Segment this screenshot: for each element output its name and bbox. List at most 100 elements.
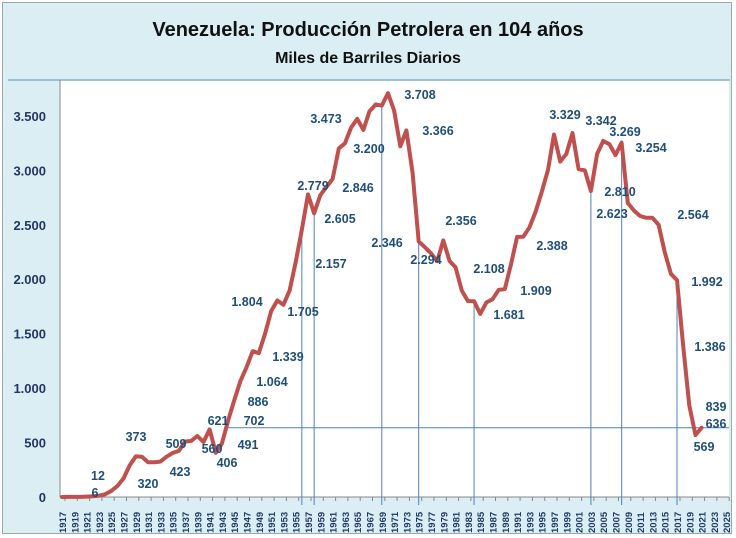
x-tick-label: 1953 [279,512,290,533]
data-point [276,300,278,302]
x-tick-label: 1987 [489,512,500,533]
data-label: 560 [202,442,223,456]
data-point [682,345,684,347]
data-point [159,461,161,463]
data-point [110,490,112,492]
data-point [602,140,604,142]
x-tick-label: 2007 [612,512,623,533]
data-point [455,266,457,268]
data-point [319,194,321,196]
x-tick-label: 1977 [427,512,438,533]
data-point [473,300,475,302]
data-point [430,252,432,254]
data-label: 3.708 [404,88,435,102]
x-tick-label: 1925 [107,511,118,533]
x-tick-label: 1947 [243,512,254,533]
data-label: 1.804 [231,295,262,309]
title-box: Venezuela: Producción Petrolera en 104 a… [3,3,733,79]
data-point [332,178,334,180]
x-tick-label: 1917 [58,512,69,533]
data-label: 1.992 [691,275,722,289]
data-point [504,288,506,290]
data-point [448,260,450,262]
data-point [701,427,703,429]
data-point [362,129,364,131]
data-point [547,169,549,171]
data-point [633,210,635,212]
data-point [461,290,463,292]
data-point [412,172,414,174]
x-tick-label: 1921 [83,511,94,533]
x-tick-label: 1971 [390,511,401,533]
data-label: 702 [244,414,265,428]
x-tick-label: 2017 [673,512,684,533]
data-point [621,142,623,144]
x-tick-label: 1979 [439,512,450,533]
data-point [590,190,592,192]
data-point [264,333,266,335]
data-point [129,464,131,466]
data-point [301,228,303,230]
data-label: 2.779 [297,179,328,193]
x-tick-label: 1933 [156,512,167,533]
data-label: 886 [248,395,269,409]
data-point [399,145,401,147]
data-point [196,435,198,437]
data-point [282,304,284,306]
data-point [664,251,666,253]
data-label: 2.108 [473,262,504,276]
data-point [86,496,88,498]
x-tick-label: 2003 [587,512,598,533]
data-label: 636 [706,417,727,431]
data-point [608,143,610,145]
data-point [61,496,63,498]
data-label: 2.294 [410,253,441,267]
data-point [172,452,174,454]
x-tick-label: 1923 [95,512,106,533]
x-tick-label: 1955 [292,511,303,533]
data-point [289,290,291,292]
x-tick-label: 1973 [402,512,413,533]
y-tick-label: 500 [24,436,46,451]
data-point [387,92,389,94]
x-tick-label: 2013 [648,512,659,533]
x-tick-label: 1957 [304,512,315,533]
data-point [153,461,155,463]
data-point [221,443,223,445]
x-tick-label: 2025 [722,511,733,533]
data-label: 320 [138,477,159,491]
data-label: 2.564 [677,208,708,222]
x-tick-label: 1999 [562,512,573,533]
data-point [202,441,204,443]
data-point [479,313,481,315]
y-tick-label: 1.500 [13,327,46,342]
x-tick-label: 1963 [341,512,352,533]
x-tick-label: 2009 [624,512,635,533]
data-point [498,289,500,291]
data-label: 2.346 [371,236,402,250]
data-point [123,477,124,479]
y-tick-label: 1.000 [13,381,46,396]
data-point [190,440,192,442]
data-point [227,420,229,422]
data-label: 406 [217,456,238,470]
x-tick-label: 2011 [636,512,647,533]
data-label: 373 [126,430,147,444]
data-point [553,133,555,135]
data-point [516,236,518,238]
data-label: 2.623 [596,207,627,221]
data-point [116,485,118,487]
x-tick-label: 2019 [685,512,696,533]
data-label: 621 [208,414,229,428]
data-point [252,350,254,352]
data-point [436,260,438,262]
x-tick-label: 1949 [255,512,266,533]
data-label: 1.339 [272,350,303,364]
data-label: 2.356 [445,214,476,228]
data-point [135,455,137,457]
data-point [239,380,241,382]
x-tick-label: 1951 [267,511,278,533]
data-point [79,496,81,498]
x-tick-label: 2021 [698,511,709,533]
